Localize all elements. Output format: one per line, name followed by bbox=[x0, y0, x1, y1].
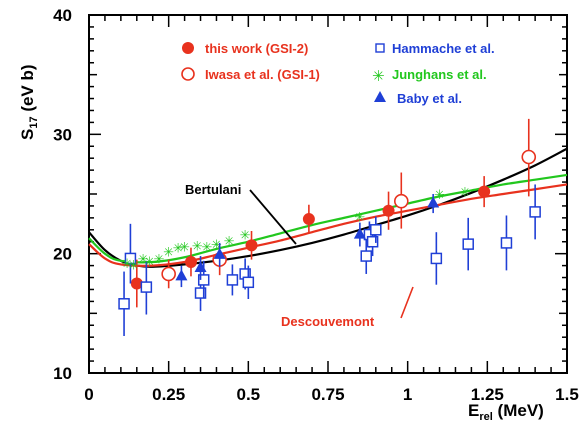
data-point: ✳ bbox=[122, 257, 133, 272]
data-point bbox=[175, 269, 188, 281]
legend-item-iwasa: Iwasa et al. (GSI-1) bbox=[181, 67, 320, 82]
data-point bbox=[478, 185, 491, 198]
data-point bbox=[370, 224, 382, 236]
x-tick-label: 0.75 bbox=[311, 385, 344, 404]
legend-label: Baby et al. bbox=[397, 91, 462, 106]
axis-ticks bbox=[88, 14, 568, 374]
data-point: ✳ bbox=[211, 238, 222, 253]
data-point bbox=[124, 252, 137, 265]
legend-label: Junghans et al. bbox=[392, 67, 487, 82]
data-point bbox=[242, 276, 255, 289]
data-point bbox=[118, 298, 130, 310]
x-tick-label: 0.25 bbox=[152, 385, 185, 404]
annotation-descouvemont: Descouvemont bbox=[281, 286, 414, 329]
data-point: ✳ bbox=[201, 241, 212, 256]
data-point bbox=[140, 281, 153, 293]
data-point bbox=[161, 266, 176, 282]
legend-label: Iwasa et al. (GSI-1) bbox=[205, 67, 320, 82]
legend-label: this work (GSI-2) bbox=[205, 41, 308, 56]
legend-open-circle-marker bbox=[181, 67, 195, 81]
data-point bbox=[302, 213, 315, 226]
data-point: ✳ bbox=[173, 242, 184, 257]
legend-label: Hammache et al. bbox=[392, 41, 495, 56]
data-point bbox=[462, 238, 474, 250]
legend-item-this-work: this work (GSI-2) bbox=[182, 41, 308, 56]
data-point: ✳ bbox=[154, 252, 165, 267]
data-point bbox=[360, 250, 372, 262]
data-point bbox=[213, 247, 226, 259]
data-point bbox=[130, 277, 143, 290]
y-tick-label: 30 bbox=[53, 125, 72, 144]
data-point bbox=[427, 196, 440, 208]
legend-filled-circle-marker bbox=[182, 42, 194, 54]
data-point: ✳ bbox=[240, 229, 251, 244]
data-point bbox=[366, 235, 379, 248]
legend-open-square-marker bbox=[375, 43, 385, 53]
curve-bertulani bbox=[88, 147, 568, 268]
data-point bbox=[197, 274, 210, 286]
annotation-bertulani: Bertulani bbox=[185, 182, 297, 245]
annotation-bertulani-label: Bertulani bbox=[185, 182, 241, 197]
data-point: ✳ bbox=[354, 211, 365, 226]
data-point: ✳ bbox=[192, 239, 203, 254]
data-point: ✳ bbox=[138, 252, 149, 267]
data-point: ✳ bbox=[434, 188, 445, 203]
data-point bbox=[194, 287, 207, 299]
y-tick-label: 40 bbox=[53, 6, 72, 25]
legend-item-junghans: ✳ Junghans et al. bbox=[372, 67, 487, 85]
x-tick-label: 0.5 bbox=[237, 385, 261, 404]
data-point bbox=[500, 237, 513, 249]
data-point bbox=[521, 149, 537, 165]
data-point bbox=[353, 227, 366, 239]
data-point: ✳ bbox=[179, 241, 190, 256]
data-point bbox=[245, 239, 258, 252]
curve-descouvemont bbox=[88, 183, 568, 267]
annotation-descouvemont-pointer bbox=[400, 286, 414, 319]
data-point: ✳ bbox=[460, 186, 471, 201]
y-axis-label: S17 (eV b) bbox=[18, 64, 40, 140]
legend-star-marker: ✳ bbox=[372, 67, 385, 85]
y-tick-labels: 10 20 30 40 bbox=[53, 6, 72, 383]
legend: this work (GSI-2) Iwasa et al. (GSI-1) H… bbox=[181, 41, 495, 106]
y-tick-label: 20 bbox=[53, 245, 72, 264]
data-point bbox=[194, 260, 207, 272]
annotation-descouvemont-label: Descouvemont bbox=[281, 314, 375, 329]
x-axis-label: Erel (MeV) bbox=[468, 401, 544, 423]
x-tick-label: 1 bbox=[403, 385, 412, 404]
curve-green bbox=[88, 173, 568, 264]
legend-filled-triangle-marker bbox=[374, 91, 386, 102]
data-point bbox=[184, 256, 197, 269]
data-point: ✳ bbox=[144, 255, 155, 270]
x-tick-label: 1.5 bbox=[555, 385, 579, 404]
legend-item-hammache: Hammache et al. bbox=[375, 41, 495, 56]
data-point bbox=[393, 193, 409, 209]
legend-item-baby: Baby et al. bbox=[374, 91, 462, 106]
theory-curves bbox=[88, 147, 568, 268]
x-tick-label: 1.25 bbox=[471, 385, 504, 404]
x-tick-label: 0 bbox=[84, 385, 93, 404]
data-point bbox=[430, 252, 443, 265]
annotation-bertulani-pointer bbox=[249, 189, 297, 245]
data-point: ✳ bbox=[128, 258, 139, 273]
data-points: ✳✳✳✳✳✳✳✳ ✳✳✳ ✳ ✳✳✳ ✳ bbox=[118, 118, 541, 337]
data-point: ✳ bbox=[224, 235, 235, 250]
y-tick-label: 10 bbox=[53, 364, 72, 383]
data-point: ✳ bbox=[163, 245, 174, 260]
data-point bbox=[226, 274, 239, 286]
data-point bbox=[529, 206, 541, 218]
data-point bbox=[382, 204, 395, 217]
x-tick-labels: 0 0.25 0.5 0.75 1 1.25 1.5 bbox=[84, 385, 579, 404]
